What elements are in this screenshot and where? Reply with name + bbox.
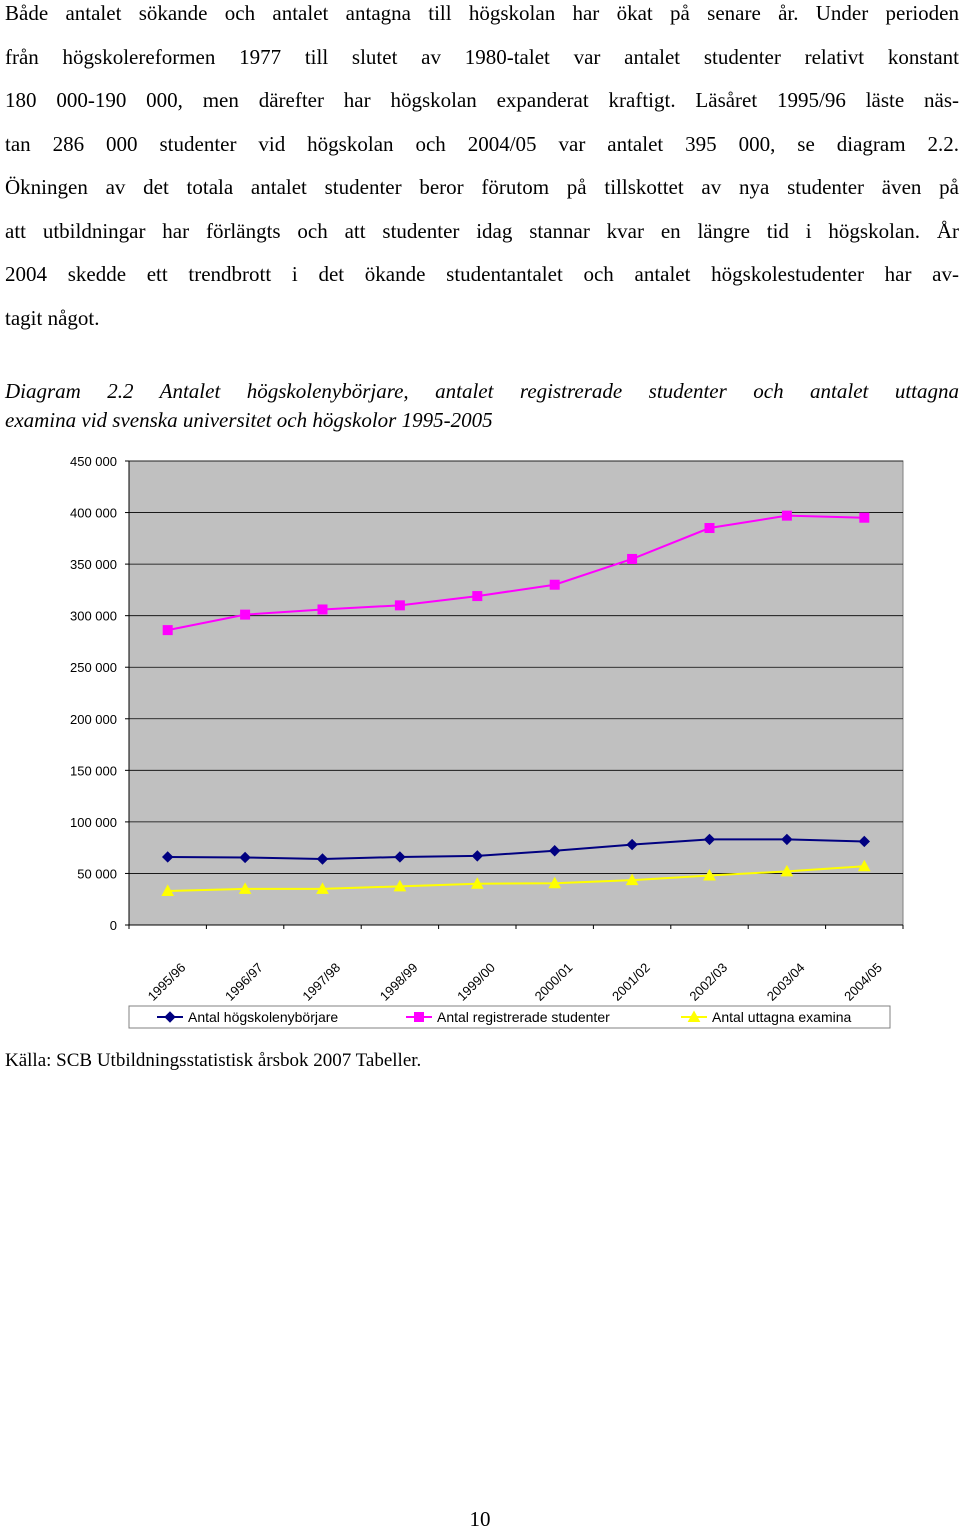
legend-label: Antal uttagna examina — [712, 1009, 852, 1025]
body-line: 2004 skedde ett trendbrott i det ökande … — [5, 262, 959, 286]
data-point — [704, 523, 715, 534]
y-tick-label: 350 000 — [70, 557, 117, 572]
legend-marker — [414, 1012, 424, 1022]
data-point — [472, 591, 483, 602]
y-tick-label: 300 000 — [70, 609, 117, 624]
x-tick-label: 2003/04 — [764, 960, 808, 1004]
data-point — [240, 609, 251, 620]
data-point — [239, 851, 251, 864]
legend-marker — [164, 1011, 176, 1023]
data-point — [393, 879, 407, 892]
body-line: tagit något. — [5, 305, 100, 330]
data-point — [161, 884, 175, 896]
x-tick-label: 2002/03 — [686, 960, 730, 1004]
x-tick-label: 1998/99 — [377, 960, 421, 1004]
series-line — [167, 838, 865, 861]
x-tick-label: 2004/05 — [841, 960, 885, 1004]
x-tick-label: 2001/02 — [609, 960, 653, 1004]
body-line: tan 286 000 studenter vid högskolan och … — [5, 131, 959, 156]
data-point — [548, 876, 562, 889]
data-point — [780, 864, 794, 877]
line-chart: 0 50 000 100 000 150 000 200 000 250 000 300 0… — [70, 454, 904, 1029]
x-tick-label: 2000/01 — [532, 960, 576, 1004]
legend-marker — [687, 1010, 701, 1022]
x-tick-label: 1999/00 — [454, 960, 498, 1004]
data-point — [549, 579, 560, 590]
data-point — [161, 851, 174, 863]
data-point — [162, 625, 173, 636]
body-line: att utbildningar har förlängts och att s… — [5, 218, 959, 243]
data-point — [703, 833, 716, 846]
data-point — [238, 882, 252, 894]
legend-label: Antal registrerade studenter — [437, 1009, 610, 1025]
legend-box — [128, 1005, 891, 1029]
data-point — [394, 600, 405, 611]
figure-caption: Diagram 2.2 Antalet högskolenybörjare, a… — [5, 377, 959, 435]
data-point — [548, 845, 561, 857]
page-number: 10 — [469, 1507, 491, 1531]
data-point — [858, 835, 871, 848]
x-tick-label: 1996/97 — [222, 960, 266, 1004]
y-tick-label: 100 000 — [70, 815, 117, 830]
body-line: Ökningen av det totala antalet studenter… — [5, 175, 959, 199]
body-line: Både antalet sökande och antalet antagna… — [5, 1, 959, 25]
y-tick-label: 0 — [110, 918, 117, 933]
y-tick-label: 250 000 — [70, 660, 117, 675]
body-line: 180 000-190 000, men därefter har högsko… — [5, 88, 959, 112]
y-tick-label: 50 000 — [77, 866, 117, 881]
caption-line: Diagram 2.2 Antalet högskolenybörjare, a… — [5, 379, 959, 403]
data-point — [627, 553, 638, 564]
legend: Antal högskolenybörjare Antal registrerad… — [128, 1005, 891, 1029]
y-tick-label: 400 000 — [70, 506, 117, 521]
data-point — [781, 510, 792, 521]
legend-label: Antal högskolenybörjare — [188, 1009, 338, 1025]
y-tick-label: 450 000 — [70, 454, 117, 469]
data-point — [317, 604, 328, 615]
data-point — [781, 833, 793, 846]
x-tick-label: 1997/98 — [299, 960, 343, 1004]
y-tick-label: 150 000 — [70, 763, 117, 778]
data-point — [470, 877, 484, 889]
body-paragraph: Både antalet sökande och antalet antagna… — [5, 0, 959, 348]
data-point — [703, 868, 716, 881]
plot-area — [128, 460, 904, 926]
data-point — [625, 873, 639, 886]
data-point — [857, 859, 871, 872]
caption-line: examina vid svenska universitet och högs… — [5, 408, 493, 432]
y-tick-label: 200 000 — [70, 712, 117, 727]
data-point — [626, 838, 638, 851]
source-note: Källa: SCB Utbildningsstatistisk årsbok … — [5, 1050, 422, 1071]
data-point — [859, 512, 870, 523]
data-point — [471, 850, 484, 862]
series-line — [167, 865, 865, 892]
data-point — [316, 882, 329, 894]
data-point — [394, 851, 406, 863]
series-line — [167, 514, 865, 632]
body-line: från högskolereformen 1977 till slutet a… — [5, 44, 959, 69]
data-point — [316, 853, 329, 865]
x-tick-label: 1995/96 — [145, 960, 189, 1004]
